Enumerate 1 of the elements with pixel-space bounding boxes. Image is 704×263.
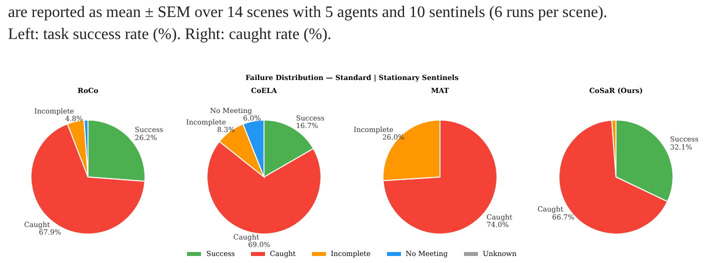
text: are reported as mean ± SEM over 14 scenes with 5 agents and 10 sentinels (6 runs per scene). Left: task success rate (%). Right: caught rate (%). [8,3,608,45]
